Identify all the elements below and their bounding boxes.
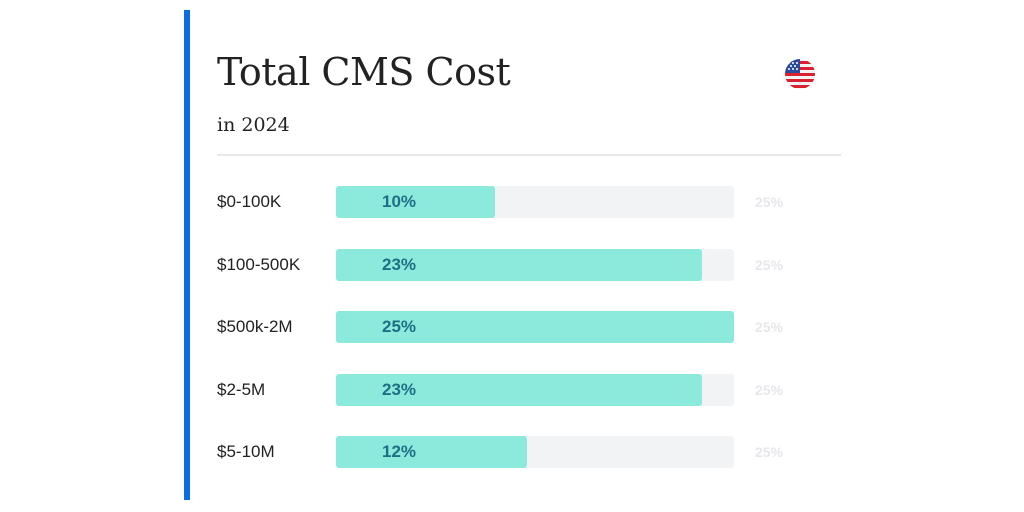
bar (336, 186, 496, 218)
bar-value-label: 23% (382, 254, 417, 274)
bar (336, 436, 528, 468)
chart-subtitle: in 2024 (217, 114, 290, 136)
bar-max-label: 25% (755, 194, 784, 210)
bar-category-label: $0-100K (217, 192, 282, 211)
bar-max-label: 25% (755, 319, 784, 335)
accent-bar (184, 10, 190, 500)
divider (217, 154, 841, 156)
bar-category-label: $100-500K (217, 254, 301, 274)
chart-title: Total CMS Cost (217, 50, 511, 94)
bar-category-label: $500k-2M (217, 317, 293, 336)
bar (336, 311, 734, 343)
bar-track: 25% (336, 311, 734, 343)
bar (336, 248, 703, 281)
bar-value-label: 10% (382, 192, 417, 211)
bar (336, 373, 703, 406)
bar-track: 23% (336, 248, 734, 281)
bar-track: 10% (336, 186, 734, 218)
bar-value-label: 25% (382, 317, 417, 336)
bar-value-label: 23% (382, 379, 417, 399)
bar-track: 12% (336, 436, 734, 468)
bar-max-label: 25% (755, 381, 784, 398)
bar-track: 23% (336, 373, 734, 406)
bar-category-label: $2-5M (217, 379, 266, 399)
bar-category-label: $5-10M (217, 442, 275, 461)
bar-value-label: 12% (382, 442, 417, 461)
bar-max-label: 25% (755, 256, 784, 273)
us-flag-icon (785, 59, 815, 89)
bar-max-label: 25% (755, 444, 784, 460)
